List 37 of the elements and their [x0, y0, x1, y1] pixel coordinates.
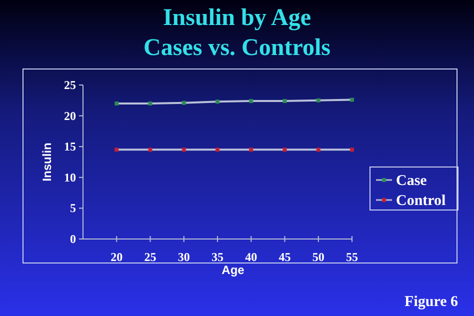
x-tick-label: 55 [346, 250, 358, 264]
point [148, 101, 152, 106]
chart-title: Insulin by Age [162, 5, 312, 31]
point [350, 148, 354, 152]
x-tick-label: 45 [278, 250, 291, 264]
chart-subtitle: Cases vs. Controls [144, 35, 330, 61]
y-tick-label: 0 [70, 232, 76, 246]
point [316, 98, 320, 102]
point [182, 100, 186, 105]
point [282, 99, 287, 104]
x-tick-label: 35 [212, 250, 224, 264]
x-axis-title: Age [222, 263, 245, 277]
caption: Figure 6 [404, 294, 458, 310]
y-tick-label: 15 [64, 140, 76, 154]
y-tick-label: 25 [64, 78, 76, 92]
legend-label: Control [396, 193, 446, 209]
point [216, 100, 220, 104]
legend-label: Case [396, 173, 428, 189]
point [249, 99, 254, 104]
x-tick-label: 20 [110, 250, 123, 264]
point [249, 148, 254, 152]
point [114, 148, 119, 152]
y-tick-label: 20 [64, 108, 76, 123]
point [282, 148, 287, 152]
point [182, 148, 186, 152]
point [316, 148, 320, 152]
point [216, 148, 220, 152]
point [350, 98, 354, 102]
x-tick-label: 25 [144, 250, 156, 264]
point [148, 148, 152, 152]
x-tick-label: 40 [245, 250, 258, 264]
y-tick-label: 10 [64, 170, 76, 184]
x-tick-label: 50 [312, 250, 324, 264]
y-axis-title: Insulin [40, 142, 54, 182]
point [114, 101, 119, 106]
x-tick-label: 30 [178, 250, 190, 264]
y-tick-label: 5 [70, 201, 76, 216]
